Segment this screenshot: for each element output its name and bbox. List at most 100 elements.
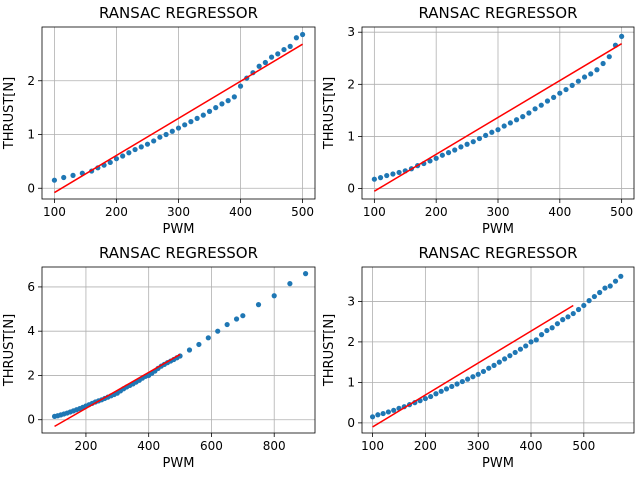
data-point bbox=[532, 106, 538, 112]
data-point bbox=[581, 74, 588, 80]
data-point bbox=[302, 271, 309, 277]
x-tick-label: 200 bbox=[74, 439, 97, 453]
y-axis-label: THRUST[N] bbox=[322, 77, 337, 150]
data-point bbox=[458, 144, 464, 150]
regression-line bbox=[372, 304, 574, 428]
data-point bbox=[433, 155, 439, 161]
data-point bbox=[459, 378, 465, 385]
x-tick-label: 400 bbox=[520, 439, 543, 453]
data-point bbox=[618, 273, 624, 279]
data-point bbox=[523, 343, 529, 349]
data-point bbox=[563, 86, 569, 93]
data-point bbox=[612, 278, 619, 284]
subplot-4: 100 200 300 400 500 0 1 2 3 RANSAC REGRESSOR PWM TH… bbox=[322, 244, 635, 471]
data-point bbox=[51, 177, 58, 183]
data-point bbox=[299, 31, 306, 38]
x-tick-label: 200 bbox=[425, 205, 448, 219]
data-point bbox=[570, 310, 576, 317]
data-point bbox=[144, 141, 151, 147]
data-point bbox=[70, 172, 76, 178]
subplot-3: 200 400 600 800 0 2 4 6 RANSAC REGRESSOR PWM THRUS… bbox=[2, 244, 316, 471]
data-point bbox=[200, 112, 206, 118]
data-point bbox=[513, 117, 520, 123]
data-point bbox=[224, 321, 230, 328]
data-point bbox=[470, 374, 476, 380]
data-point bbox=[489, 129, 495, 135]
x-tick-label: 500 bbox=[572, 439, 595, 453]
data-point bbox=[138, 144, 144, 150]
x-tick-label: 400 bbox=[137, 439, 160, 453]
data-point bbox=[240, 313, 246, 319]
data-point bbox=[449, 383, 455, 390]
data-point bbox=[486, 365, 492, 371]
data-point bbox=[151, 138, 157, 144]
data-point bbox=[182, 122, 188, 128]
subplot-2: 100 200 300 400 500 0 1 2 3 RANSAC REGRESSOR PWM TH… bbox=[322, 4, 635, 237]
data-point bbox=[186, 347, 193, 353]
data-point bbox=[256, 63, 262, 69]
data-point bbox=[512, 349, 518, 356]
x-tick-label: 300 bbox=[167, 205, 190, 219]
data-point bbox=[544, 327, 550, 334]
data-point bbox=[231, 94, 237, 100]
data-point bbox=[507, 120, 513, 126]
data-point bbox=[371, 176, 377, 182]
data-point bbox=[163, 131, 169, 138]
data-point bbox=[597, 289, 603, 296]
data-point bbox=[575, 306, 582, 313]
data-point bbox=[169, 128, 175, 134]
data-point bbox=[439, 152, 445, 158]
data-point bbox=[206, 108, 213, 114]
x-tick-label: 200 bbox=[105, 205, 128, 219]
subplot-title: RANSAC REGRESSOR bbox=[418, 244, 577, 262]
data-point bbox=[375, 412, 381, 418]
y-tick-label: 0 bbox=[347, 416, 355, 430]
data-point bbox=[213, 105, 219, 111]
x-tick-label: 200 bbox=[414, 439, 437, 453]
data-point bbox=[591, 293, 597, 300]
x-tick-label: 300 bbox=[487, 205, 510, 219]
data-point bbox=[549, 325, 555, 331]
data-point bbox=[287, 43, 293, 49]
data-point bbox=[390, 171, 396, 177]
y-tick-label: 3 bbox=[347, 25, 355, 39]
x-tick-label: 800 bbox=[263, 439, 286, 453]
data-point bbox=[433, 391, 439, 397]
data-point bbox=[452, 147, 458, 153]
data-point bbox=[268, 54, 275, 60]
data-point bbox=[470, 139, 476, 145]
data-point bbox=[575, 78, 581, 84]
y-tick-label: 0 bbox=[347, 182, 355, 196]
data-point bbox=[491, 362, 497, 368]
data-point bbox=[384, 172, 390, 179]
data-point bbox=[369, 414, 376, 420]
data-point bbox=[196, 341, 202, 348]
data-point bbox=[205, 335, 211, 341]
y-tick-label: 3 bbox=[347, 294, 355, 308]
data-point bbox=[225, 98, 231, 104]
regression-line bbox=[54, 43, 303, 194]
x-axis-label: PWM bbox=[482, 456, 514, 471]
axes-frame bbox=[361, 266, 635, 434]
data-point bbox=[428, 393, 434, 400]
regression-line bbox=[54, 353, 181, 428]
data-point bbox=[496, 359, 502, 365]
data-point bbox=[594, 67, 600, 73]
y-tick-label: 4 bbox=[27, 324, 35, 338]
data-point bbox=[581, 302, 587, 309]
data-point bbox=[194, 115, 200, 121]
data-point bbox=[483, 132, 489, 139]
data-point bbox=[107, 159, 113, 166]
data-point bbox=[586, 298, 592, 304]
data-point bbox=[538, 102, 544, 108]
data-point bbox=[464, 141, 470, 147]
data-point bbox=[554, 321, 561, 327]
subplot-title: RANSAC REGRESSOR bbox=[99, 4, 258, 22]
x-tick-label: 400 bbox=[229, 205, 252, 219]
data-point bbox=[517, 346, 524, 352]
y-tick-label: 0 bbox=[27, 181, 35, 195]
data-point bbox=[476, 135, 483, 142]
data-point bbox=[427, 158, 433, 164]
data-point bbox=[219, 101, 225, 107]
